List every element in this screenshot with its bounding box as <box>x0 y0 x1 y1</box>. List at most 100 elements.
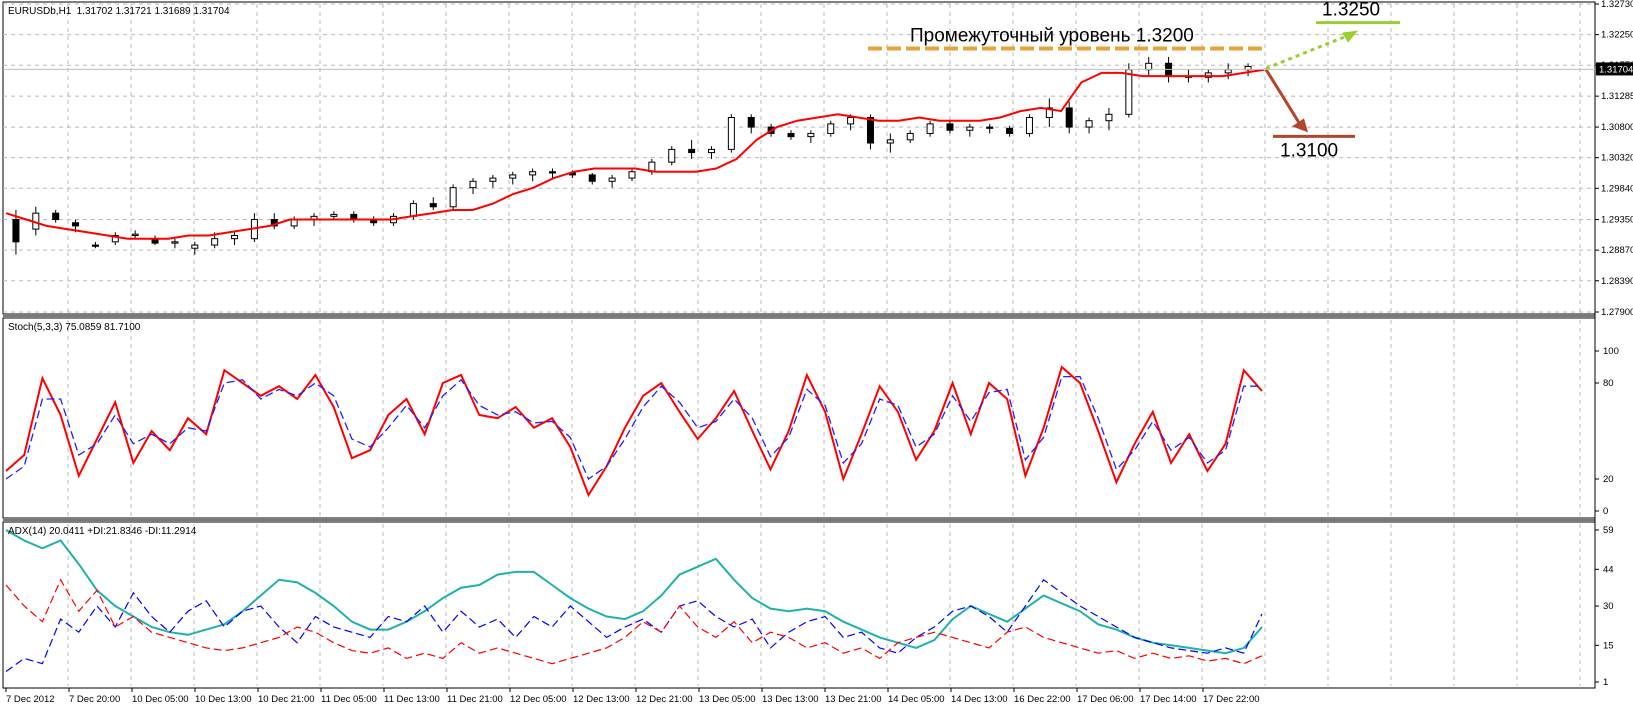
stoch-main-line <box>5 365 1263 498</box>
candle-body <box>608 177 616 182</box>
candle-body <box>1105 113 1113 122</box>
current-price-label: 1.31704 <box>1599 64 1633 75</box>
price-axis-layer: 1.327301.322501.317701.312851.308001.303… <box>3 0 1633 688</box>
price-tick-label: 1.28870 <box>1601 245 1633 256</box>
stoch-tick-label: 20 <box>1603 474 1614 485</box>
time-tick-label: 13 Dec 13:00 <box>762 694 819 705</box>
candle-body <box>1045 107 1053 119</box>
candle-body <box>469 180 477 189</box>
target-down-label: 1.3100 <box>1280 140 1338 161</box>
candle-body <box>111 234 119 243</box>
price-tick-label: 1.32730 <box>1601 0 1633 10</box>
candle-body <box>72 222 80 227</box>
candle-body <box>1224 69 1232 74</box>
time-tick-label: 13 Dec 05:00 <box>699 694 756 705</box>
candle-body <box>886 139 894 144</box>
candle-body <box>409 203 417 217</box>
price-candles-layer <box>12 56 1252 255</box>
candle-body <box>131 233 139 236</box>
target-up-arrow <box>1265 33 1351 70</box>
time-tick-label: 10 Dec 21:00 <box>258 694 315 705</box>
time-tick-label: 7 Dec 2012 <box>6 694 55 705</box>
moving-average-line <box>5 68 1265 240</box>
price-tick-label: 1.29350 <box>1601 215 1633 226</box>
target-down-arrowhead <box>1292 118 1308 133</box>
adx-label: ADX(14) 20.0411 +DI:21.8346 -DI:11.2914 <box>8 526 197 537</box>
stoch-tick-label: 100 <box>1603 346 1619 357</box>
candle-body <box>847 117 855 125</box>
price-tick-label: 1.30320 <box>1601 153 1633 164</box>
candle-body <box>1065 107 1073 128</box>
candle-body <box>191 244 199 249</box>
candle-body <box>747 117 755 128</box>
stoch-tick-label: 80 <box>1603 378 1614 389</box>
adx-tick-label: 59 <box>1603 525 1614 536</box>
intermediate-level-label: Промежуточный уровень 1.3200 <box>910 26 1194 47</box>
candle-body <box>727 117 735 150</box>
time-tick-label: 14 Dec 13:00 <box>951 694 1008 705</box>
candle-body <box>529 171 537 176</box>
time-axis-layer: 7 Dec 2012 7 Dec 20:00 10 Dec 05:00 10 Dec … <box>5 688 1260 705</box>
time-tick-label: 17 Dec 14:00 <box>1140 694 1197 705</box>
candle-body <box>688 148 696 154</box>
annotations-layer: Промежуточный уровень 1.3200 1.3250 1.3100 <box>868 0 1400 161</box>
stoch-panel-frame <box>2 317 1596 519</box>
candle-body <box>1006 127 1014 134</box>
candle-body <box>807 132 815 138</box>
price-tick-label: 1.29840 <box>1601 183 1633 194</box>
adx-tick-label: 1 <box>1603 677 1608 688</box>
candle-body <box>509 174 517 179</box>
price-tick-label: 1.32250 <box>1601 30 1633 41</box>
candle-body <box>787 132 795 138</box>
target-up-label: 1.3250 <box>1322 0 1380 21</box>
candle-body <box>986 126 994 129</box>
candle-body <box>429 203 437 208</box>
candle-body <box>866 117 874 144</box>
time-tick-label: 17 Dec 06:00 <box>1077 694 1134 705</box>
candle-body <box>1145 62 1153 71</box>
time-tick-label: 13 Dec 21:00 <box>825 694 882 705</box>
adx-line <box>5 529 1263 655</box>
adx-tick-label: 15 <box>1603 640 1614 651</box>
symbol-label: EURUSDb,H1 1.31702 1.31721 1.31689 1.3170… <box>8 6 230 17</box>
time-tick-label: 12 Dec 13:00 <box>573 694 630 705</box>
adx-layer <box>5 529 1263 672</box>
candle-body <box>946 123 954 131</box>
candle-body <box>1085 120 1093 128</box>
plus-di-line <box>5 578 1263 672</box>
time-tick-label: 16 Dec 22:00 <box>1014 694 1071 705</box>
adx-panel-frame <box>2 521 1596 689</box>
stochastic-layer <box>5 365 1263 498</box>
adx-tick-label: 30 <box>1603 601 1614 612</box>
candle-body <box>91 244 99 247</box>
time-tick-label: 11 Dec 05:00 <box>321 694 377 705</box>
time-tick-label: 12 Dec 21:00 <box>636 694 693 705</box>
candle-body <box>588 174 596 182</box>
candle-body <box>52 212 60 221</box>
time-tick-label: 11 Dec 13:00 <box>384 694 440 705</box>
time-tick-label: 11 Dec 21:00 <box>447 694 503 705</box>
stoch-tick-label: 0 <box>1603 506 1608 517</box>
price-tick-label: 1.30800 <box>1601 122 1633 133</box>
moving-average-layer <box>5 68 1265 240</box>
time-tick-label: 12 Dec 05:00 <box>510 694 567 705</box>
candle-body <box>171 241 179 244</box>
price-tick-label: 1.27900 <box>1601 307 1633 318</box>
current-price-box <box>1596 62 1633 76</box>
target-down-arrow <box>1264 68 1302 126</box>
candle-body <box>1025 117 1033 134</box>
candle-body <box>12 219 20 243</box>
minus-di-line <box>5 578 1263 665</box>
stoch-signal-line <box>5 375 1262 480</box>
adx-tick-label: 44 <box>1603 564 1614 575</box>
time-tick-label: 10 Dec 05:00 <box>132 694 189 705</box>
chart-grid <box>3 3 1595 686</box>
candle-body <box>330 213 338 217</box>
candle-body <box>211 238 219 246</box>
candle-body <box>1125 69 1133 115</box>
candle-body <box>906 132 914 141</box>
candle-body <box>827 123 835 134</box>
candle-body <box>489 177 497 182</box>
